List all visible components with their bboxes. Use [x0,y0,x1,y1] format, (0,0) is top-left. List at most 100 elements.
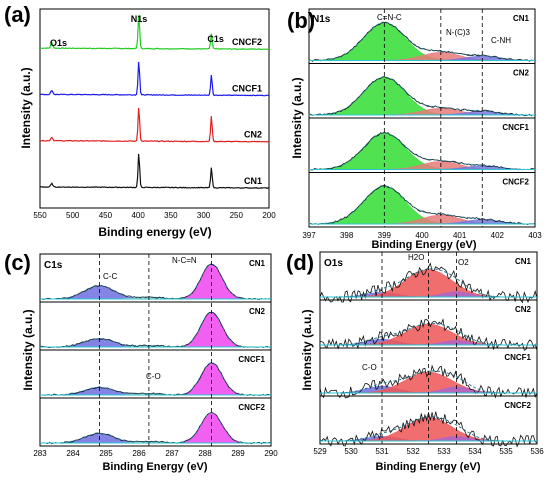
subplot-label: CNCF1 [502,123,529,132]
annotation-ncn: N-C=N [172,256,197,265]
series-label: CN1 [244,176,262,186]
y-axis-label: Intensity (a.u.) [21,309,35,390]
x-tick-label: 286 [132,449,146,458]
x-tick-label: 530 [344,447,358,456]
x-tick-label: 284 [66,449,80,458]
annotation-cnh: C-NH [491,36,511,45]
subplot-label: CN1 [515,257,532,266]
series-line-cn1 [39,153,270,189]
x-tick-label: 403 [528,231,542,240]
c1s-panel: CN1 CN2 CNCF1 CNCF2 283 284 285 286 287 288 289 29… [21,253,278,473]
x-tick-label: 397 [302,231,316,240]
panel-label-c: (c) [4,250,31,275]
series-line-cncf1 [39,61,270,97]
x-tick-labels: 529 530 531 532 533 534 535 536 [313,447,544,456]
subplot-label: CN2 [513,69,530,78]
raw-spectrum-line [319,411,538,448]
subplot-label: CN1 [249,259,266,268]
x-tick-label: 283 [33,449,47,458]
panel-label-d: (d) [286,250,314,275]
x-tick-label: 350 [164,211,178,220]
x-axis-label: Binding Energy (eV) [375,461,480,473]
x-tick-label: 402 [491,231,505,240]
annotation-c1s: C1s [207,34,224,44]
x-tick-label: 535 [499,447,513,456]
n1s-panel: CN1 CN2 CNCF1 CNCF2 397 398 399 400 401 402 403 N… [290,8,542,251]
plot-frame [39,8,270,209]
subplot-label: CN2 [249,307,266,316]
panel-title: N1s [312,14,331,25]
x-tick-labels: 397 398 399 400 401 402 403 [302,231,542,240]
x-tick-label: 550 [33,211,47,220]
fit-envelope-line [40,362,271,396]
series-label: CN2 [244,130,262,140]
x-tick-label: 400 [131,211,145,220]
component-peak [320,371,537,394]
component-peak [40,412,271,444]
x-tick-label: 500 [66,211,80,220]
subplot-stack: CN1 CN2 CNCF1 CNCF2 [319,252,538,448]
raw-spectrum-line [39,263,272,301]
raw-spectrum-line [39,411,271,445]
subplot-label: CNCF2 [502,178,529,187]
raw-spectrum-line [308,184,536,226]
annotation-h2o: H2O [408,253,424,262]
x-tick-label: 400 [415,231,429,240]
annotation-o1s: O1s [50,38,67,48]
x-tick-label: 529 [313,447,327,456]
subplot-stack: CN1 CN2 CNCF1 CNCF2 [39,254,272,446]
x-tick-label: 290 [264,449,278,458]
x-tick-label: 285 [99,449,113,458]
subplot-label: CNCF2 [504,401,531,410]
panel-label-b: (b) [287,8,315,33]
x-tick-label: 531 [375,447,389,456]
component-peak [320,323,537,346]
component-peak [40,311,271,348]
panel-title: C1s [44,260,63,271]
x-tick-labels: 283 284 285 286 287 288 289 290 [33,449,278,458]
x-tick-label: 534 [468,447,482,456]
raw-spectrum-line [308,131,536,171]
y-axis-label: Intensity (a.u.) [19,67,33,148]
x-tick-label: 289 [231,449,245,458]
series-line-cn2 [39,107,270,143]
y-axis-label: Intensity (a.u.) [300,309,314,390]
fit-envelope-line [309,76,535,116]
annotation-n1s: N1s [131,14,148,24]
series-label: CNCF2 [232,37,262,47]
subplot-label: CN1 [513,14,530,23]
x-axis-label: Binding Energy (eV) [102,461,207,473]
series-label: CNCF1 [232,83,262,93]
survey-spectrum-panel: 550 500 450 400 350 300 250 200 CNCF2 CNCF1 CN2 CN… [19,8,276,239]
x-tick-label: 450 [99,211,113,220]
x-tick-label: 300 [197,211,211,220]
x-tick-labels: 550 500 450 400 350 300 250 200 [33,211,276,220]
x-tick-label: 399 [378,231,392,240]
fit-envelope-line [309,185,535,225]
raw-spectrum-line [39,312,272,349]
raw-spectrum-line [39,362,272,397]
o1s-panel: CN1 CN2 CNCF1 CNCF2 529 530 531 532 533 534 535 53… [300,251,544,473]
component-peak [40,263,271,300]
fit-envelope-line [40,311,271,348]
series-line-cncf2 [40,15,269,51]
x-tick-label: 288 [198,449,212,458]
fit-envelope-line [320,268,537,298]
panel-label-a: (a) [4,2,31,27]
annotation-co: C-O [362,363,377,372]
x-tick-label: 398 [340,231,354,240]
panel-title: O1s [324,258,343,269]
annotation-cnc: C=N-C [377,13,402,22]
annotation-o2: O2 [458,258,469,267]
annotation-nc3: N-(C)3 [446,28,471,37]
annotation-cc: C-C [103,272,117,281]
x-tick-label: 250 [230,211,244,220]
fit-envelope-line [40,412,271,444]
fit-envelope-line [40,263,271,300]
x-tick-label: 200 [262,211,276,220]
annotation-co: C-O [146,372,161,381]
x-tick-label: 532 [406,447,420,456]
fit-envelope-line [309,22,535,61]
x-axis-label: Binding Energy (eV) [371,239,476,251]
